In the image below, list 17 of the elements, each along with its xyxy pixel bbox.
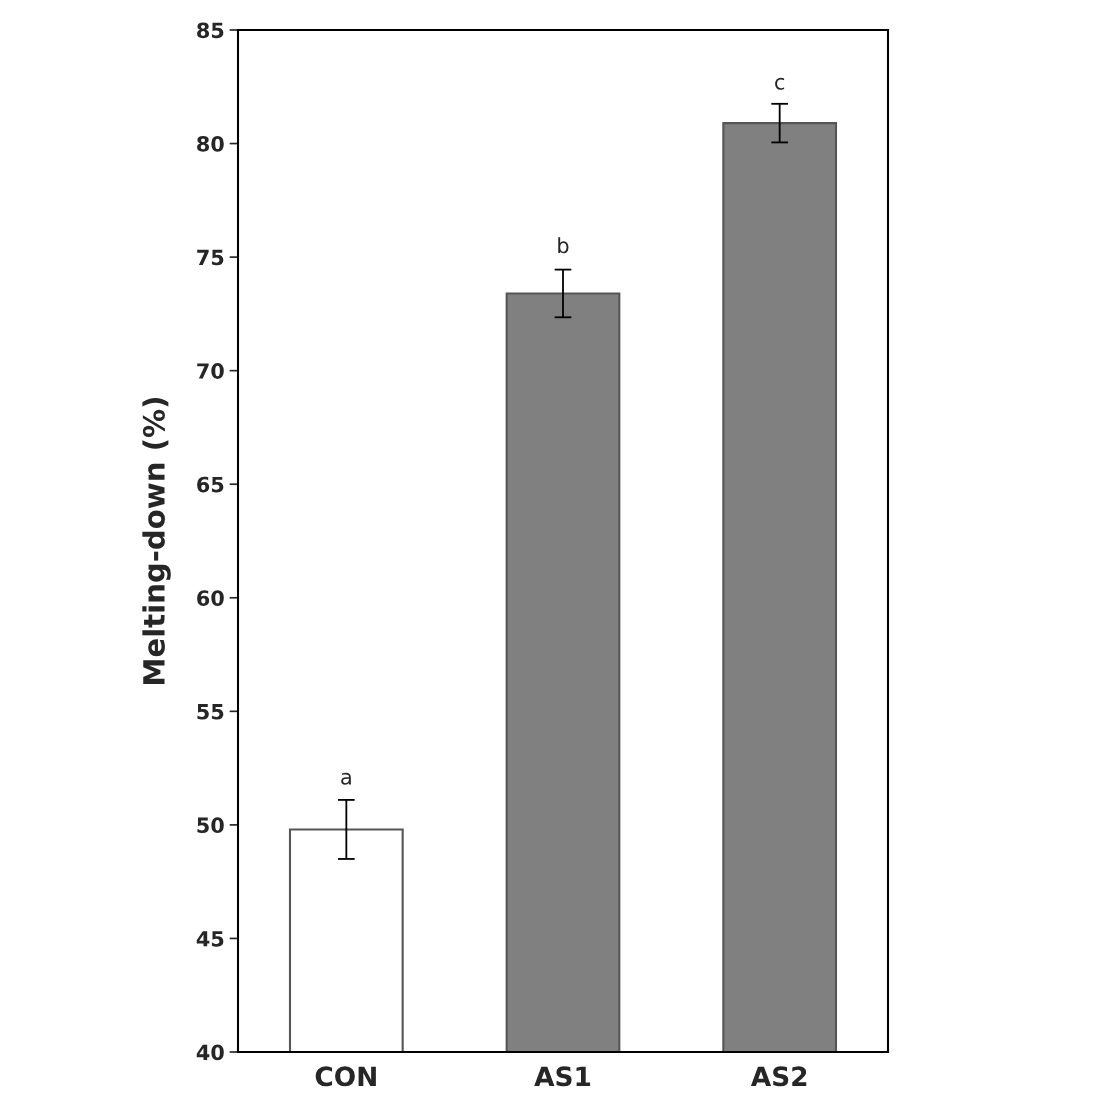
x-tick-label: CON — [315, 1066, 376, 1087]
y-tick-label: 60 — [197, 590, 224, 606]
y-tick-label: 80 — [197, 136, 224, 152]
x-tick-label: AS1 — [534, 1066, 591, 1087]
annotation: c — [775, 77, 785, 90]
y-tick-label: 65 — [197, 476, 224, 493]
y-tick-label: 55 — [197, 704, 224, 720]
annotation: a — [341, 772, 351, 785]
y-tick-label: 50 — [197, 817, 224, 834]
y-tick-label: 40 — [196, 1044, 224, 1061]
x-tick-label: AS2 — [750, 1066, 807, 1087]
y-tick-label: 85 — [197, 22, 224, 39]
y-tick-label: 45 — [196, 931, 224, 947]
annotation: b — [558, 237, 569, 254]
y-tick-label: 70 — [197, 363, 224, 379]
y-axis-title: Melting-down (%) — [142, 397, 171, 684]
y-tick-label: 75 — [197, 249, 224, 266]
